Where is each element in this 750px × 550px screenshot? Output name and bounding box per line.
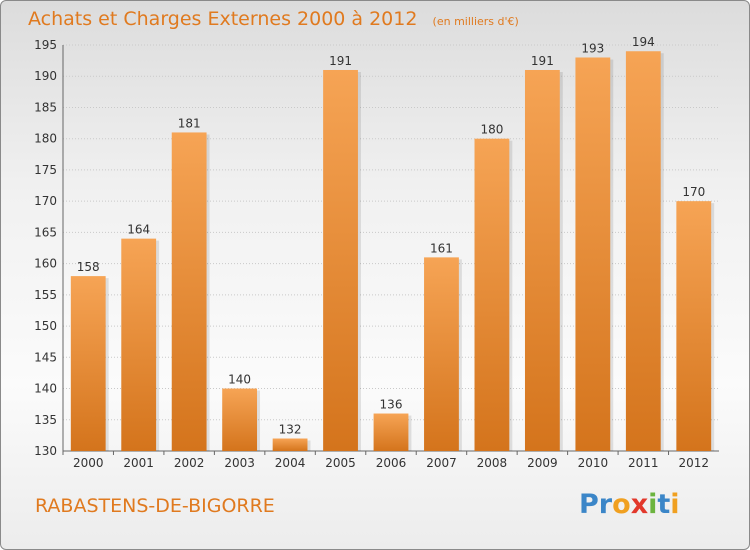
data-label: 158 [77,260,100,274]
x-tick-label: 2009 [527,456,558,470]
x-tick-label: 2000 [73,456,104,470]
x-tick-label: 2010 [578,456,609,470]
x-tick-label: 2012 [678,456,709,470]
logo-letter: o [612,489,631,520]
proxiti-logo[interactable]: Proxiti [579,489,680,520]
place-name: RABASTENS-DE-BIGORRE [35,495,275,517]
data-label: 164 [127,223,150,237]
bar-2001 [121,238,157,451]
bar-2004 [272,438,308,451]
y-tick-label: 140 [34,382,57,396]
chart-title: Achats et Charges Externes 2000 à 2012 [28,8,418,30]
x-tick-label: 2002 [174,456,205,470]
data-label: 191 [531,54,554,68]
x-tick-label: 2003 [224,456,255,470]
data-label: 191 [329,54,352,68]
data-label: 180 [480,123,503,137]
bar-2007 [424,257,459,451]
logo-letter: i [670,489,680,520]
data-label: 136 [380,398,403,412]
y-tick-label: 170 [34,194,57,208]
data-label: 170 [682,185,705,199]
x-tick-label: 2006 [376,456,407,470]
plot-area [63,45,719,451]
chart-title-row: Achats et Charges Externes 2000 à 2012 (… [28,8,519,30]
logo-letter: t [657,489,671,520]
y-tick-label: 175 [34,163,57,177]
y-tick-label: 155 [34,288,57,302]
data-label: 193 [581,41,604,55]
y-tick-label: 160 [34,257,57,271]
x-tick-label: 2011 [628,456,659,470]
data-label: 140 [228,373,251,387]
bar-2009 [524,69,560,451]
y-tick-label: 135 [34,413,57,427]
y-tick-label: 185 [34,100,57,114]
y-tick-label: 190 [34,69,57,83]
bar-2011 [625,51,661,451]
bar-2005 [323,69,358,451]
bar-2012 [676,201,712,451]
logo-letter: r [598,489,613,520]
bar-2008 [474,138,510,451]
x-tick-label: 2004 [275,456,306,470]
bar-2006 [373,413,409,451]
chart-subtitle: (en milliers d'€) [432,15,519,28]
x-tick-label: 2008 [477,456,508,470]
data-label: 132 [279,423,302,437]
bar-2003 [222,388,258,451]
y-tick-label: 145 [34,350,57,364]
logo-letter: x [630,489,649,520]
bar-2002 [171,132,207,451]
bar-2010 [575,57,611,451]
logo-letter: i [648,489,658,520]
y-tick-label: 180 [34,132,57,146]
y-tick-label: 130 [34,444,57,458]
x-tick-label: 2007 [426,456,457,470]
y-tick-label: 150 [34,319,57,333]
bar-2000 [70,276,106,451]
y-tick-label: 165 [34,225,57,239]
y-tick-label: 195 [34,38,57,52]
data-label: 181 [178,116,201,130]
data-label: 194 [632,35,655,49]
logo-letter: P [579,489,599,520]
x-tick-label: 2005 [325,456,356,470]
data-label: 161 [430,241,453,255]
x-tick-label: 2001 [123,456,154,470]
